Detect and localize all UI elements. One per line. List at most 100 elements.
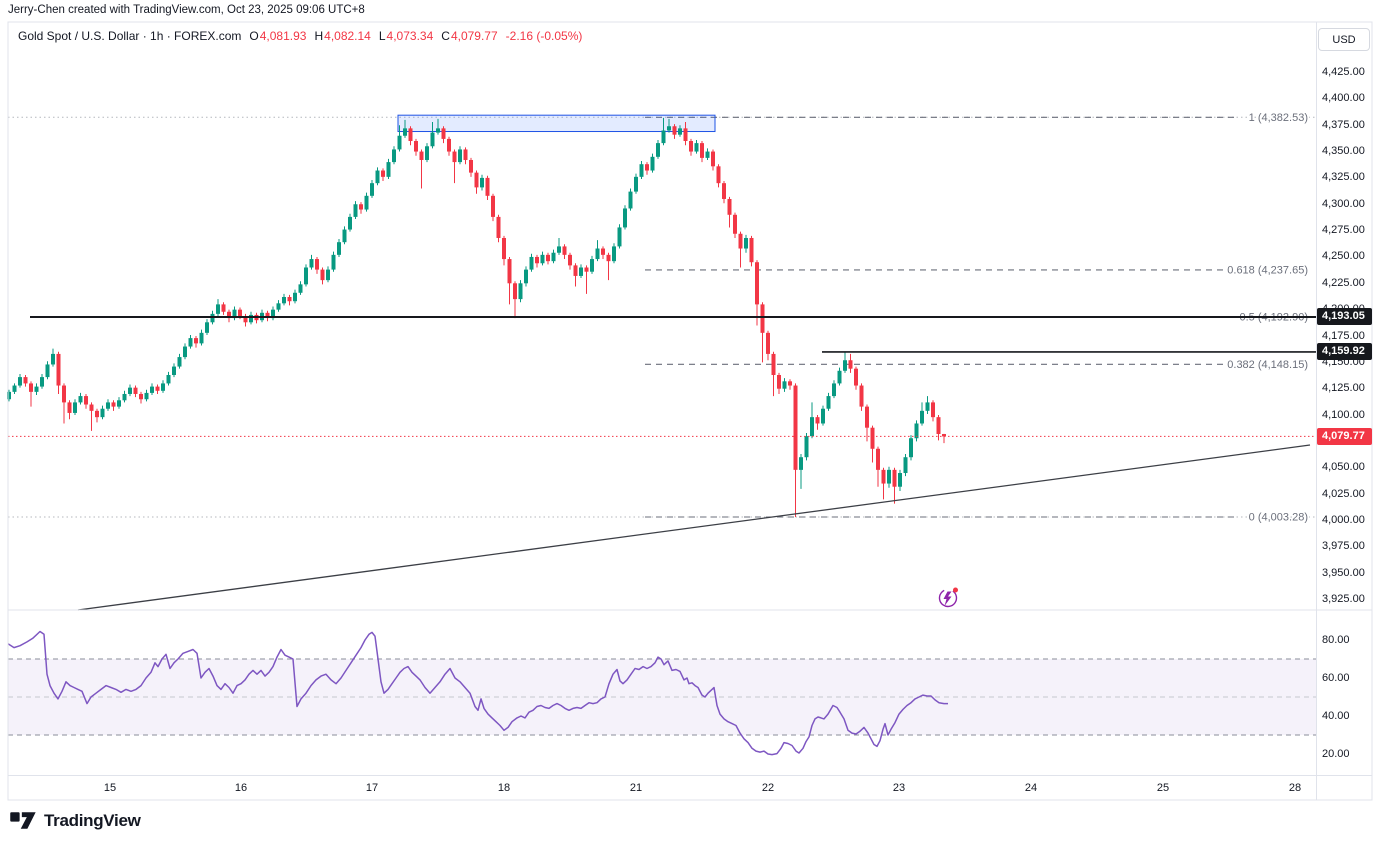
- candle-body: [106, 402, 110, 409]
- candle-body: [216, 304, 220, 314]
- candle-body: [232, 309, 237, 319]
- candle-body: [155, 386, 160, 391]
- candle-body: [606, 254, 611, 262]
- candle-body: [348, 216, 352, 230]
- currency-toggle-button[interactable]: USD: [1318, 28, 1370, 51]
- candle-body: [474, 172, 479, 188]
- candle-body: [469, 159, 473, 173]
- rsi-line: [7, 630, 948, 756]
- candle-body: [452, 151, 457, 163]
- candle-body: [601, 248, 605, 255]
- fib-level-label: 0.618 (4,237.65): [1227, 264, 1308, 276]
- candle-body: [331, 254, 336, 270]
- candle-body: [777, 374, 781, 389]
- candle-body: [804, 436, 809, 458]
- fib-level-label: 1 (4,382.53): [1249, 112, 1308, 124]
- candle-body: [634, 176, 638, 192]
- candle-body: [793, 385, 798, 470]
- candle-body: [227, 311, 231, 319]
- candle-body: [375, 170, 380, 184]
- candle-body: [364, 195, 369, 210]
- candle-body: [870, 427, 875, 449]
- candle-body: [150, 386, 154, 393]
- candle-body: [265, 312, 270, 319]
- candle-body: [419, 151, 424, 160]
- candle-body: [810, 417, 814, 437]
- candle-body: [535, 256, 539, 264]
- candle-body: [546, 254, 550, 262]
- candle-body: [760, 304, 765, 333]
- candle-body: [859, 385, 864, 407]
- candle-body: [370, 183, 374, 196]
- candle-body: [309, 259, 314, 268]
- ohlc-open: O 4,081.93: [249, 29, 307, 43]
- candle-body: [678, 128, 682, 135]
- candle-body: [650, 156, 655, 171]
- resistance-zone-box[interactable]: [397, 114, 716, 133]
- ohlc-low: L 4,073.34: [378, 29, 434, 43]
- candle-body: [639, 164, 644, 177]
- candle-body: [524, 269, 528, 284]
- candle-body: [837, 370, 842, 384]
- candle-body: [73, 402, 77, 413]
- candle-body: [166, 374, 171, 384]
- candle-body: [51, 353, 55, 365]
- candle-body: [397, 135, 402, 150]
- candle-body: [909, 438, 913, 458]
- candle-body: [161, 383, 165, 391]
- candle-body: [199, 332, 204, 344]
- candle-body: [40, 377, 44, 387]
- candle-body: [898, 473, 902, 487]
- candle-body: [617, 227, 622, 247]
- candle-body: [386, 162, 391, 177]
- candle-body: [403, 128, 407, 136]
- trendline[interactable]: [77, 444, 1311, 611]
- candle-body: [711, 151, 715, 167]
- candle-body: [78, 396, 83, 403]
- candle-body: [298, 284, 303, 293]
- candle-body: [865, 406, 869, 428]
- candle-body: [122, 393, 127, 401]
- candle-body: [447, 138, 451, 152]
- candle-body: [683, 128, 688, 142]
- candle-body: [100, 408, 105, 418]
- fib-level-label: 0 (4,003.28): [1249, 511, 1308, 523]
- tradingview-logo[interactable]: TradingView: [10, 810, 141, 831]
- symbol-legend[interactable]: Gold Spot / U.S. Dollar · 1h · FOREX.com…: [18, 29, 582, 43]
- chart-card-border: [7, 21, 1373, 801]
- candle-body: [326, 269, 330, 281]
- candle-body: [392, 149, 396, 163]
- candle-body: [782, 381, 787, 389]
- candle-body: [832, 383, 836, 397]
- candle-body: [188, 338, 193, 347]
- candle-body: [821, 408, 825, 424]
- candle-body: [139, 393, 143, 400]
- candle-body: [623, 208, 627, 228]
- candle-body: [562, 246, 567, 255]
- candle-body: [656, 143, 660, 157]
- candle-body: [749, 237, 754, 263]
- candle-body: [353, 204, 358, 217]
- candle-body: [645, 164, 649, 171]
- candle-body: [7, 391, 11, 400]
- candle-body: [518, 283, 523, 300]
- candle-body: [936, 417, 941, 435]
- candle-body: [667, 126, 671, 131]
- candle-body: [496, 216, 501, 238]
- candle-body: [238, 309, 242, 316]
- candle-body: [733, 214, 737, 234]
- tradingview-mark-icon: [10, 812, 36, 829]
- candle-body: [689, 141, 693, 152]
- candle-body: [507, 259, 512, 284]
- lightning-icon[interactable]: [936, 586, 960, 610]
- candle-body: [18, 377, 22, 386]
- candle-body: [491, 195, 495, 217]
- candle-body: [342, 229, 347, 243]
- candle-body: [133, 387, 138, 394]
- candle-body: [425, 146, 429, 160]
- candle-body: [595, 248, 600, 260]
- candle-body: [568, 254, 572, 266]
- candle-body: [705, 151, 710, 158]
- notification-dot: [953, 587, 958, 593]
